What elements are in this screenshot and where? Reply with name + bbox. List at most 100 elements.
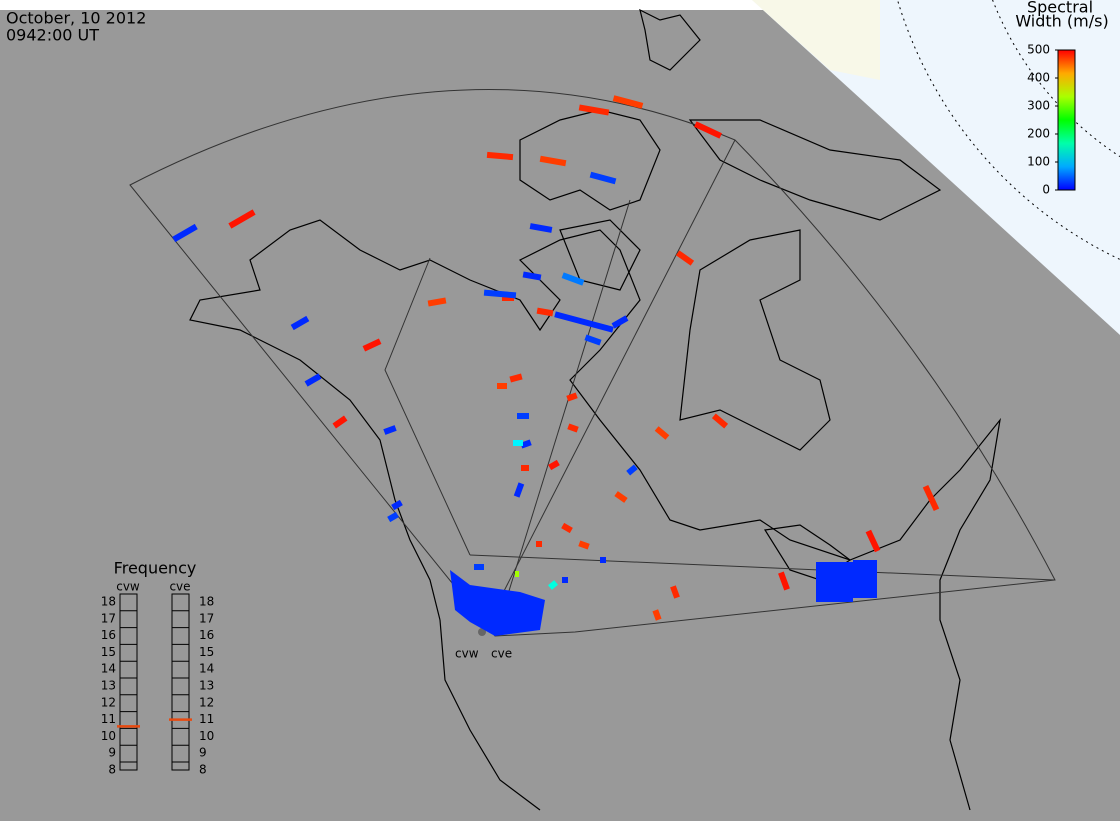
frequency-tick-label: 17: [101, 611, 116, 625]
echo: [611, 315, 629, 329]
echo: [362, 338, 382, 352]
echo: [561, 272, 585, 286]
colorbar: [1057, 49, 1076, 191]
colorbar-tick-label: 400: [1027, 71, 1050, 85]
echo: [304, 373, 322, 387]
frequency-tick-label: 9: [199, 746, 207, 760]
echo: [536, 541, 542, 547]
radar-name: cvw: [116, 580, 140, 594]
echo-block: [450, 570, 545, 636]
time: 0942:00 UT: [6, 26, 99, 45]
echo: [578, 104, 610, 116]
echo: [520, 439, 532, 449]
echo: [584, 334, 602, 346]
echo: [521, 465, 529, 471]
echo: [865, 529, 881, 553]
frequency-tick-label: 16: [101, 628, 116, 642]
frequency-tick-label: 14: [101, 662, 116, 676]
colorbar-tick-label: 300: [1027, 99, 1050, 113]
echo: [567, 423, 579, 433]
polar-region: [752, 0, 1120, 335]
echo: [497, 383, 507, 389]
echo: [517, 413, 529, 419]
echo: [554, 311, 614, 333]
date: October, 10 2012: [6, 9, 146, 28]
frequency-tick-label: 13: [101, 679, 116, 693]
echo: [600, 557, 606, 563]
echo: [670, 585, 680, 599]
frequency-tick-label: 11: [101, 712, 116, 726]
coastlines: [189, 8, 1001, 811]
echo: [529, 223, 553, 233]
echo: [561, 522, 573, 534]
colorbar-tick-label: 500: [1027, 43, 1050, 57]
echo: [922, 484, 940, 512]
station-marker: [478, 628, 486, 636]
echo: [486, 151, 514, 161]
polar-land: [752, 0, 880, 80]
echo: [522, 271, 542, 281]
echo: [626, 464, 638, 476]
echo: [427, 297, 447, 307]
echo: [387, 511, 399, 523]
frequency-tick-label: 11: [199, 712, 214, 726]
radar-fields-of-view: [129, 88, 1056, 637]
colorbar-tick-label: 100: [1027, 155, 1050, 169]
frequency-tick-label: 8: [108, 763, 116, 777]
echo: [536, 307, 554, 317]
station-label: cve: [491, 647, 512, 661]
echo: [391, 499, 403, 511]
echo: [513, 482, 525, 498]
echo: [509, 373, 523, 383]
frequency-tick-label: 8: [199, 763, 207, 777]
colorbar-tick-label: 0: [1042, 183, 1050, 197]
frequency-tick-label: 9: [108, 746, 116, 760]
colorbar-title: Width (m/s): [1015, 12, 1108, 31]
echo-block: [853, 560, 877, 598]
frequency-tick-label: 14: [199, 662, 214, 676]
echo: [694, 121, 722, 139]
echo: [566, 392, 578, 402]
echo: [589, 171, 617, 185]
frequency-tick-label: 18: [199, 595, 214, 609]
echo: [548, 580, 558, 590]
echo: [483, 289, 517, 299]
echo-block: [816, 562, 853, 602]
frequency-tick-label: 12: [101, 695, 116, 709]
echo: [290, 315, 310, 331]
echo: [562, 577, 568, 583]
echo: [474, 564, 484, 570]
echo: [172, 223, 198, 243]
echo: [654, 426, 670, 440]
colorbar-tick-label: 200: [1027, 127, 1050, 141]
station-label: cvw: [455, 647, 479, 661]
echo: [515, 571, 519, 577]
frequency-tick-label: 17: [199, 611, 214, 625]
echo: [228, 209, 256, 229]
echo: [502, 295, 514, 301]
frequency-tick-label: 18: [101, 595, 116, 609]
echo: [548, 459, 560, 471]
echo: [513, 440, 523, 446]
frequency-tick-label: 10: [101, 729, 116, 743]
radar-name: cve: [169, 580, 190, 594]
echo: [539, 155, 567, 167]
echo: [675, 250, 695, 266]
echo: [778, 571, 790, 591]
echo: [652, 609, 662, 621]
echo: [332, 415, 348, 429]
frequency-tick-label: 16: [199, 628, 214, 642]
frequency-tick-label: 10: [199, 729, 214, 743]
echo: [578, 540, 590, 550]
echo: [612, 95, 644, 109]
frequency-tick-label: 13: [199, 679, 214, 693]
frequency-tick-label: 15: [101, 645, 116, 659]
echo: [614, 491, 628, 503]
frequency-tick-label: 15: [199, 645, 214, 659]
colorbar-title: Spectral: [1027, 0, 1093, 17]
echo: [711, 413, 729, 429]
echo: [383, 425, 397, 435]
frequency-title: Frequency: [114, 559, 197, 578]
frequency-tick-label: 12: [199, 695, 214, 709]
